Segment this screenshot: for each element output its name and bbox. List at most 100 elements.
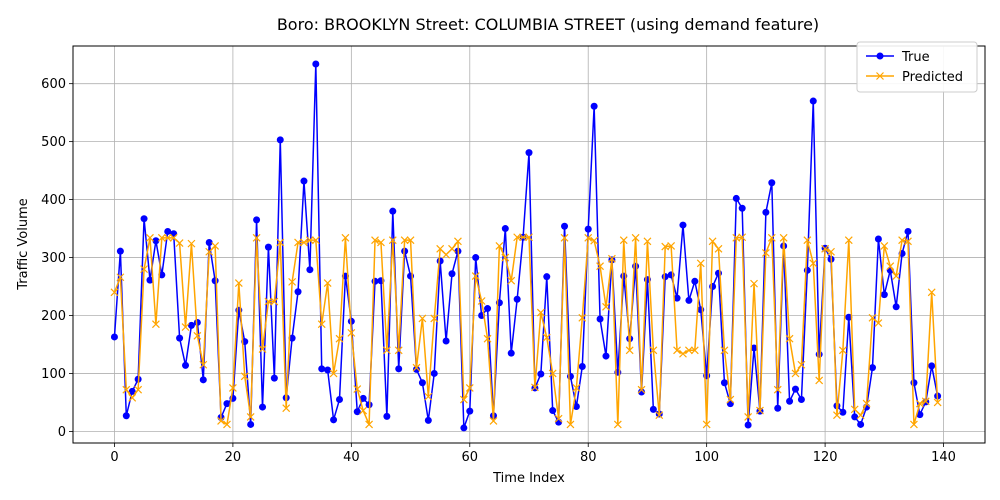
data-point (442, 250, 451, 259)
data-point (176, 334, 184, 342)
data-point (193, 331, 202, 340)
data-point (134, 385, 143, 394)
data-point (685, 296, 693, 304)
data-point (459, 395, 468, 404)
x-tick-label: 60 (462, 450, 479, 465)
x-axis-title: Time Index (492, 471, 565, 486)
data-point (844, 236, 853, 245)
data-point (223, 400, 231, 408)
data-point (874, 319, 883, 327)
data-point (815, 376, 824, 385)
data-point (797, 396, 805, 404)
data-point (679, 349, 687, 358)
data-point (335, 396, 343, 404)
data-point (199, 376, 207, 384)
data-point (252, 233, 261, 242)
data-point (122, 385, 131, 394)
data-point (839, 408, 847, 416)
data-point (555, 418, 563, 426)
data-point (530, 383, 539, 392)
data-point (578, 313, 587, 322)
data-point (690, 346, 699, 355)
data-point (602, 302, 610, 311)
data-point (489, 417, 498, 425)
data-point (335, 334, 344, 343)
data-point (638, 388, 646, 396)
data-point (738, 204, 746, 212)
data-point (187, 321, 195, 329)
data-point (471, 272, 480, 281)
data-point (809, 259, 818, 268)
data-point (448, 270, 456, 278)
data-point (288, 277, 297, 286)
data-point (122, 412, 130, 420)
data-point (128, 387, 136, 395)
data-point (732, 194, 740, 202)
data-point (874, 235, 882, 243)
data-point (116, 247, 124, 255)
data-point (696, 259, 705, 268)
data-point (797, 360, 806, 369)
legend-box (856, 41, 978, 93)
data-point (193, 318, 201, 326)
data-point (347, 328, 356, 337)
data-point (785, 334, 794, 343)
y-tick-label: 400 (41, 193, 66, 208)
x-tick-label: 20 (225, 450, 242, 465)
data-point (566, 420, 575, 429)
data-point (756, 406, 764, 415)
y-tick-label: 500 (41, 135, 66, 150)
data-point (317, 320, 326, 329)
data-point (276, 136, 284, 144)
data-point (542, 333, 551, 342)
data-point (483, 334, 492, 343)
data-point (673, 346, 681, 355)
x-tick-label: 0 (110, 450, 118, 465)
data-point (288, 334, 296, 342)
data-point (904, 227, 912, 235)
data-point (223, 420, 231, 429)
data-point (915, 399, 924, 408)
data-point (205, 238, 213, 246)
data-point (501, 253, 510, 262)
chart-title: Boro: BROOKLYN Street: COLUMBIA STREET (… (277, 15, 819, 34)
data-point (768, 179, 776, 187)
data-point (353, 408, 361, 416)
data-point (341, 233, 350, 242)
data-point (602, 352, 610, 360)
series-layer (110, 60, 942, 432)
data-point (270, 297, 279, 306)
x-tick-label: 40 (343, 450, 360, 465)
data-point (140, 265, 148, 274)
data-point (116, 273, 125, 282)
data-point (205, 247, 214, 256)
data-point (744, 421, 752, 429)
data-point (199, 360, 208, 369)
data-point (247, 420, 255, 428)
data-point (744, 412, 753, 421)
data-point (679, 221, 687, 229)
data-point (294, 288, 302, 296)
data-point (868, 364, 876, 372)
data-point (371, 236, 379, 245)
y-tick-label: 0 (58, 425, 66, 440)
data-point (270, 374, 278, 382)
x-ticks: 0 20 40 60 80 100 120 140 (110, 443, 956, 465)
data-point (329, 369, 338, 378)
data-point (164, 227, 172, 235)
x-tick-label: 100 (694, 450, 719, 465)
data-point (228, 384, 237, 392)
data-point (927, 288, 936, 297)
data-point (311, 236, 320, 245)
data-point (507, 349, 515, 357)
data-point (163, 233, 172, 242)
data-point (833, 411, 841, 420)
data-point (761, 248, 770, 257)
data-point (572, 402, 580, 410)
data-point (300, 177, 308, 185)
data-point (851, 413, 859, 421)
data-point (916, 411, 924, 419)
data-point (460, 424, 468, 432)
data-point (560, 233, 569, 242)
data-point (418, 314, 427, 323)
